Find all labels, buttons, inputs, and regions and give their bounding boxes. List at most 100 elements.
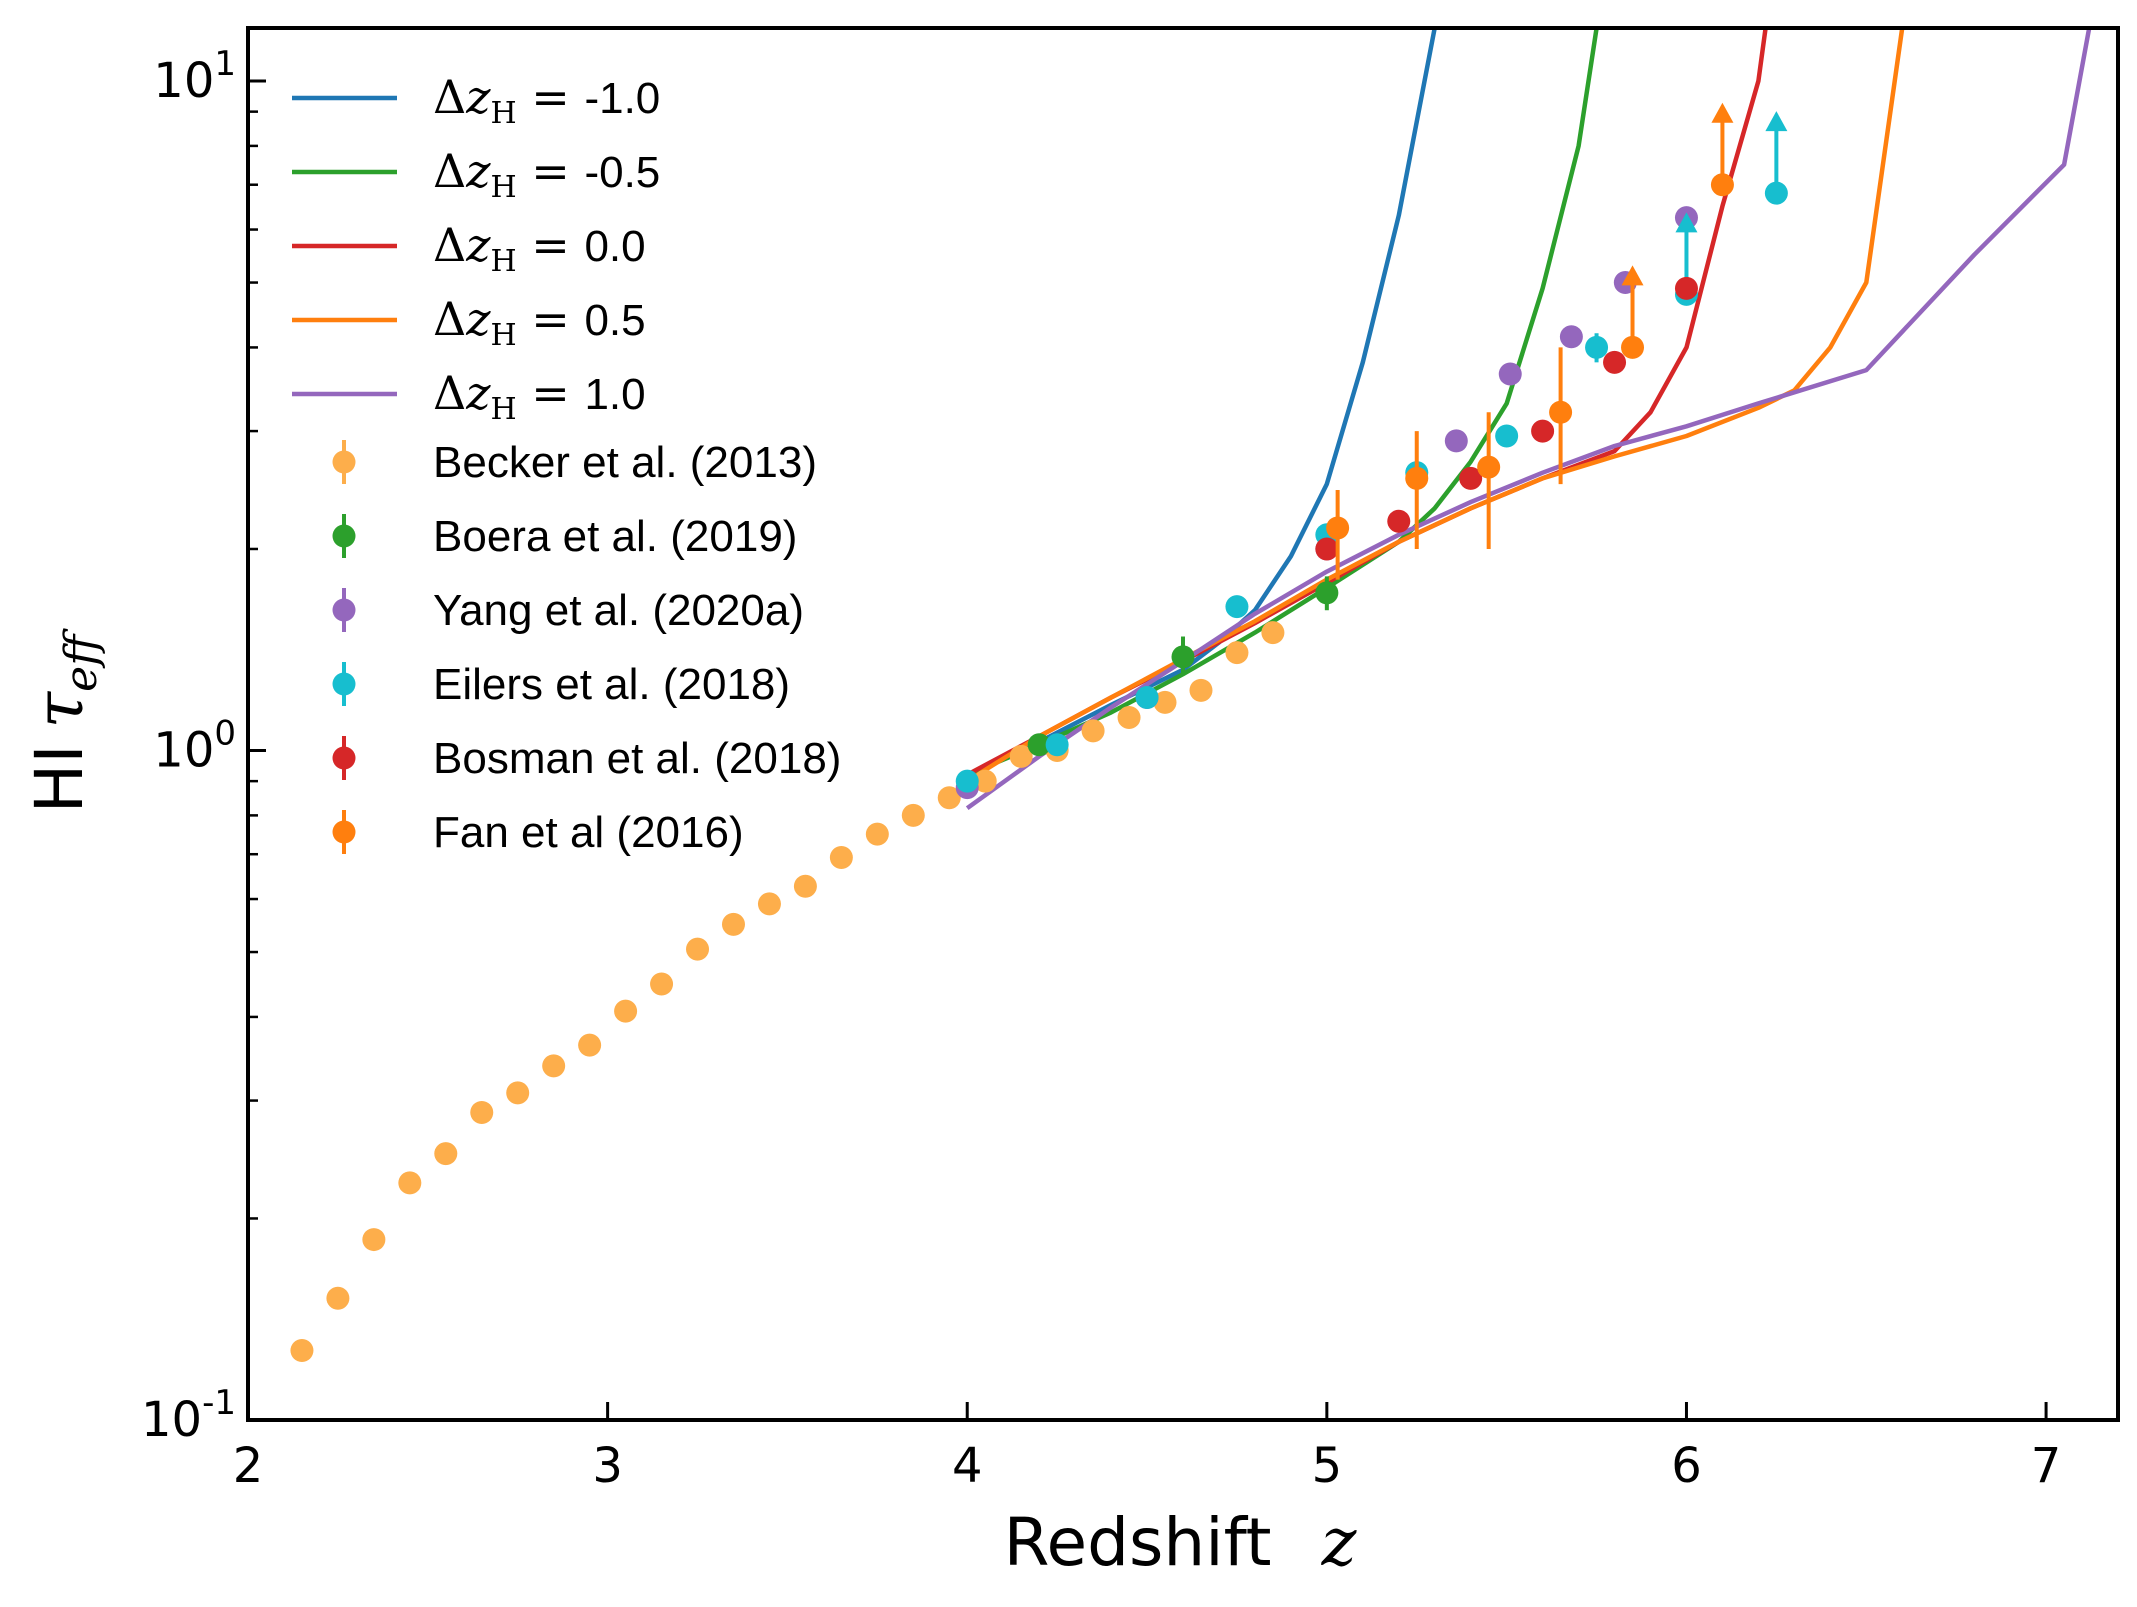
data-point-4-5 [1674,276,1698,300]
x-tick-label: 2 [233,1438,264,1494]
legend-marker-0 [332,450,356,474]
data-point-1-2 [1315,581,1339,605]
x-tick-label: 7 [2031,1438,2062,1494]
data-point-0-3 [398,1171,422,1195]
data-point-3-9 [1764,181,1788,205]
data-point-5-3 [1549,400,1573,424]
data-point-0-17 [901,803,925,827]
data-point-1-0 [1027,733,1051,757]
data-point-3-0 [955,769,979,793]
data-point-0-18 [937,786,961,810]
data-point-0-7 [542,1054,566,1078]
y-tick-label: 100 [153,714,236,779]
data-point-0-15 [829,846,853,870]
data-point-5-2 [1477,455,1501,479]
data-point-4-4 [1603,350,1627,374]
data-point-0-5 [470,1100,494,1124]
data-point-2-3 [1444,429,1468,453]
model-curve-4 [965,28,2092,811]
y-axis-label: HI τeff [21,628,107,814]
legend-obs-label-2: Yang et al. (2020a) [433,586,804,635]
data-point-4-2 [1459,466,1483,490]
data-point-4-1 [1387,509,1411,533]
legend-label-4: ΔzH = 1.0 [433,366,646,427]
data-point-0-1 [326,1286,350,1310]
y-axis-label-text: HI [21,744,98,813]
data-point-0-14 [793,874,817,898]
data-point-0-16 [865,822,889,846]
x-axis-label: Redshift z [1004,1504,1358,1581]
data-point-0-0 [290,1339,314,1363]
data-point-4-3 [1531,419,1555,443]
data-point-0-2 [362,1228,386,1252]
data-point-2-5 [1559,325,1583,349]
lower-limit-arrow [1621,265,1644,286]
x-tick-label: 6 [1671,1438,1702,1494]
legend-label-1: ΔzH = -0.5 [433,144,660,205]
legend-marker-5 [332,820,356,844]
legend-marker-2 [332,598,356,622]
legend-obs-label-3: Eilers et al. (2018) [433,660,790,709]
legend-label-3: ΔzH = 0.5 [433,292,646,353]
data-point-0-11 [686,937,710,961]
legend-marker-3 [332,672,356,696]
model-curve-1 [966,28,1599,777]
ticks-layer: 2 3 4 5 6 7 10-1 100 101 [141,44,2061,1494]
data-point-0-24 [1153,690,1177,714]
plot-frame [246,26,2120,1422]
x-tick-label: 3 [592,1438,623,1494]
data-point-3-2 [1135,685,1159,709]
data-point-0-26 [1225,641,1249,665]
data-point-0-10 [650,972,674,996]
data-point-3-6 [1495,424,1519,448]
legend-label-0: ΔzH = -1.0 [433,70,660,131]
data-point-0-19 [973,769,997,793]
legend-marker-4 [332,746,356,770]
data-point-0-8 [578,1033,602,1057]
data-point-0-13 [757,892,781,916]
legend: ΔzH = -1.0 ΔzH = -0.5 ΔzH = 0.0 ΔzH = 0.5 Δz… [292,70,841,857]
legend-obs-label-1: Boera et al. (2019) [433,512,797,561]
legend-obs-label-4: Bosman et al. (2018) [433,734,841,783]
data-point-3-3 [1225,595,1249,619]
data-point-4-0 [1315,537,1339,561]
lower-limit-arrow [1711,102,1734,123]
legend-marker-1 [332,524,356,548]
data-point-3-7 [1585,335,1609,359]
model-curve-2 [966,28,1768,777]
x-tick-label: 4 [952,1438,983,1494]
y-tick-label: 10-1 [141,1383,236,1448]
data-point-0-4 [434,1142,458,1166]
data-point-5-1 [1405,466,1429,490]
x-tick-label: 5 [1312,1438,1343,1494]
data-point-0-22 [1081,719,1105,743]
data-point-0-9 [614,999,638,1023]
data-point-0-12 [721,912,745,936]
y-axis-symbol: τ [21,690,98,728]
data-point-0-25 [1189,678,1213,702]
data-point-0-20 [1009,744,1033,768]
series-layer [965,28,2092,811]
data-point-0-6 [506,1081,530,1105]
data-point-5-4 [1621,335,1645,359]
y-tick-label: 101 [153,44,236,109]
legend-obs-label-0: Becker et al. (2013) [433,438,817,487]
legend-obs-label-5: Fan et al (2016) [433,808,744,857]
y-axis-subscript: eff [56,628,107,692]
points-layer [290,102,1788,1363]
data-point-0-27 [1261,621,1285,645]
x-axis-label-text: Redshift [1004,1504,1272,1581]
x-axis-symbol: z [1321,1504,1358,1581]
legend-label-2: ΔzH = 0.0 [433,218,646,279]
data-point-5-5 [1710,173,1734,197]
data-point-1-1 [1171,645,1195,669]
data-point-0-23 [1117,706,1141,730]
data-point-2-4 [1498,362,1522,386]
lower-limit-arrow [1765,111,1788,132]
model-curve-3 [966,28,1905,784]
data-point-3-1 [1045,733,1069,757]
lower-limit-arrow [1675,212,1698,233]
model-curve-0 [966,28,1437,777]
data-point-5-0 [1326,516,1350,540]
